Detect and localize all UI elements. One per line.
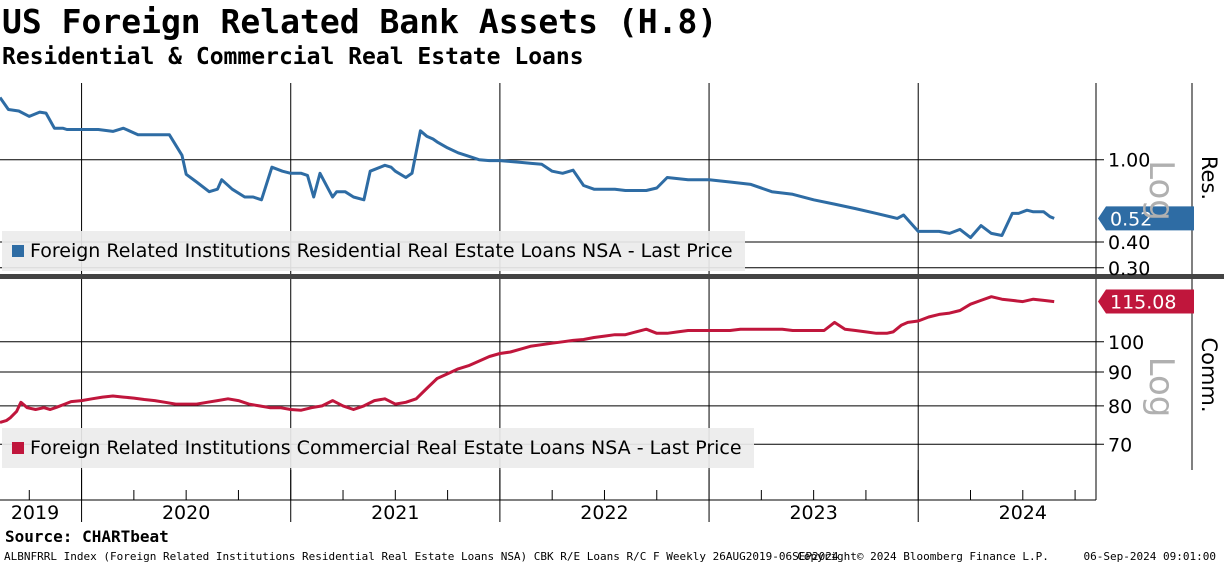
- chart-title: US Foreign Related Bank Assets (H.8): [2, 2, 718, 41]
- y-tick-label-com-0: 100: [1108, 332, 1144, 354]
- x-tick-label-2021: 2021: [371, 502, 419, 524]
- panel-separator: [0, 274, 1224, 279]
- panel-label-res: Res.: [1197, 156, 1221, 200]
- x-tick-label-2024: 2024: [999, 502, 1047, 524]
- x-tick-label-2019: 2019: [11, 502, 59, 524]
- last-value-tag-com: 115.08: [1098, 289, 1194, 314]
- source-note: Source: CHARTbeat: [5, 527, 169, 546]
- footer-right: Copyright© 2024 Bloomberg Finance L.P. 0…: [769, 550, 1216, 563]
- legend-commercial: Foreign Related Institutions Commercial …: [2, 428, 754, 468]
- y-tick-label-com-2: 80: [1108, 396, 1132, 418]
- x-tick-label-2023: 2023: [789, 502, 837, 524]
- x-tick-label-2020: 2020: [162, 502, 210, 524]
- scale-label-com: Log: [1141, 357, 1181, 418]
- last-value-label-com: 115.08: [1110, 291, 1176, 313]
- panel-label-com: Comm.: [1197, 337, 1221, 412]
- x-tick-label-2022: 2022: [580, 502, 628, 524]
- scale-label-res: Log: [1141, 160, 1181, 221]
- last-value-label-res: 0.52: [1110, 208, 1152, 230]
- legend-residential: Foreign Related Institutions Residential…: [2, 231, 745, 271]
- y-tick-label-com-3: 70: [1108, 434, 1132, 456]
- series-layer: [0, 96, 1055, 424]
- y-tick-label-res-2: 0.30: [1108, 258, 1150, 280]
- footer-copyright: Copyright© 2024 Bloomberg Finance L.P.: [797, 550, 1049, 563]
- series-line-com: [0, 295, 1055, 424]
- last-value-tag-res: 0.52: [1098, 206, 1194, 231]
- footer-timestamp: 06-Sep-2024 09:01:00: [1083, 550, 1216, 563]
- y-tick-label-res-0: 1.00: [1108, 150, 1150, 172]
- y-tick-label-res-1: 0.40: [1108, 232, 1150, 254]
- legend-swatch-residential: [12, 245, 24, 257]
- legend-swatch-commercial: [12, 442, 24, 454]
- chart-subtitle: Residential & Commercial Real Estate Loa…: [2, 44, 584, 70]
- legend-label-residential: Foreign Related Institutions Residential…: [30, 240, 733, 262]
- footer-description: ALBNFRRL Index (Foreign Related Institut…: [4, 550, 839, 563]
- legend-label-commercial: Foreign Related Institutions Commercial …: [30, 437, 742, 459]
- series-line-res: [0, 96, 1055, 240]
- y-tick-label-com-1: 90: [1108, 362, 1132, 384]
